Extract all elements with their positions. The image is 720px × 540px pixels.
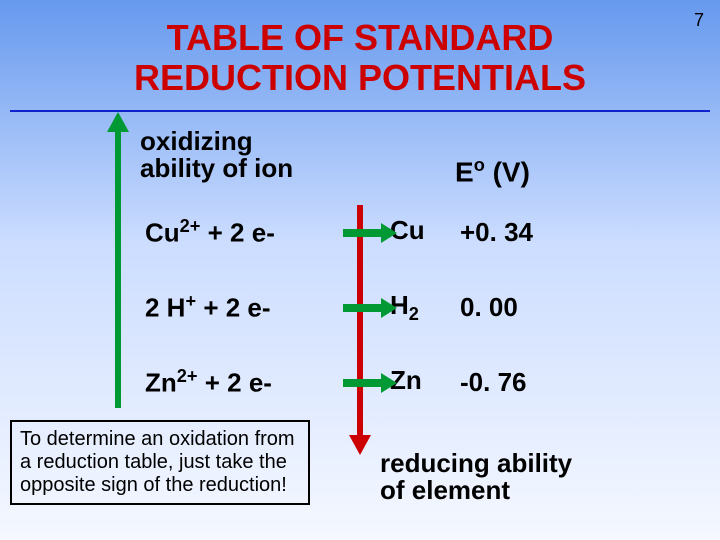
right-arrow-icon [343, 304, 383, 312]
subscript: 2 [409, 304, 419, 324]
potential-value: 0. 00 [450, 292, 570, 323]
e0-heading: Eo (V) [455, 155, 530, 188]
charge: + [185, 291, 196, 311]
e0-main: E [455, 156, 474, 187]
oxidizing-label: oxidizing ability of ion [140, 128, 293, 183]
reaction-arrow-wrap [335, 229, 390, 237]
note-box: To determine an oxidation from a reducti… [10, 420, 310, 505]
species: Zn [145, 368, 177, 398]
electrons: + 2 e- [196, 293, 270, 323]
e0-superscript: o [474, 155, 485, 175]
reaction-row: Zn2+ + 2 e- Zn -0. 76 [145, 365, 570, 400]
electrons: + 2 e- [198, 368, 272, 398]
reaction-arrow-wrap [335, 379, 390, 387]
arrow-head-icon [349, 435, 371, 455]
reaction-rhs: Zn [390, 365, 450, 400]
reducing-label: reducing ability of element [380, 450, 572, 505]
species: 2 H [145, 293, 185, 323]
potential-value: -0. 76 [450, 367, 570, 398]
electrons: + 2 e- [200, 218, 274, 248]
reaction-row: Cu2+ + 2 e- Cu +0. 34 [145, 215, 570, 250]
page-title: TABLE OF STANDARD REDUCTION POTENTIALS [134, 18, 586, 97]
right-arrow-icon [343, 229, 383, 237]
reaction-lhs: 2 H+ + 2 e- [145, 291, 335, 324]
reaction-lhs: Zn2+ + 2 e- [145, 366, 335, 399]
reaction-rhs: H2 [390, 290, 450, 325]
arrow-shaft [115, 128, 121, 408]
reaction-lhs: Cu2+ + 2 e- [145, 216, 335, 249]
reaction-rhs: Cu [390, 215, 450, 250]
page-number: 7 [694, 10, 704, 31]
reaction-arrow-wrap [335, 304, 390, 312]
potential-value: +0. 34 [450, 217, 570, 248]
right-arrow-icon [343, 379, 383, 387]
reaction-row: 2 H+ + 2 e- H2 0. 00 [145, 290, 570, 325]
charge: 2+ [180, 216, 201, 236]
e0-unit: (V) [485, 156, 530, 187]
charge: 2+ [177, 366, 198, 386]
species: Cu [145, 218, 180, 248]
